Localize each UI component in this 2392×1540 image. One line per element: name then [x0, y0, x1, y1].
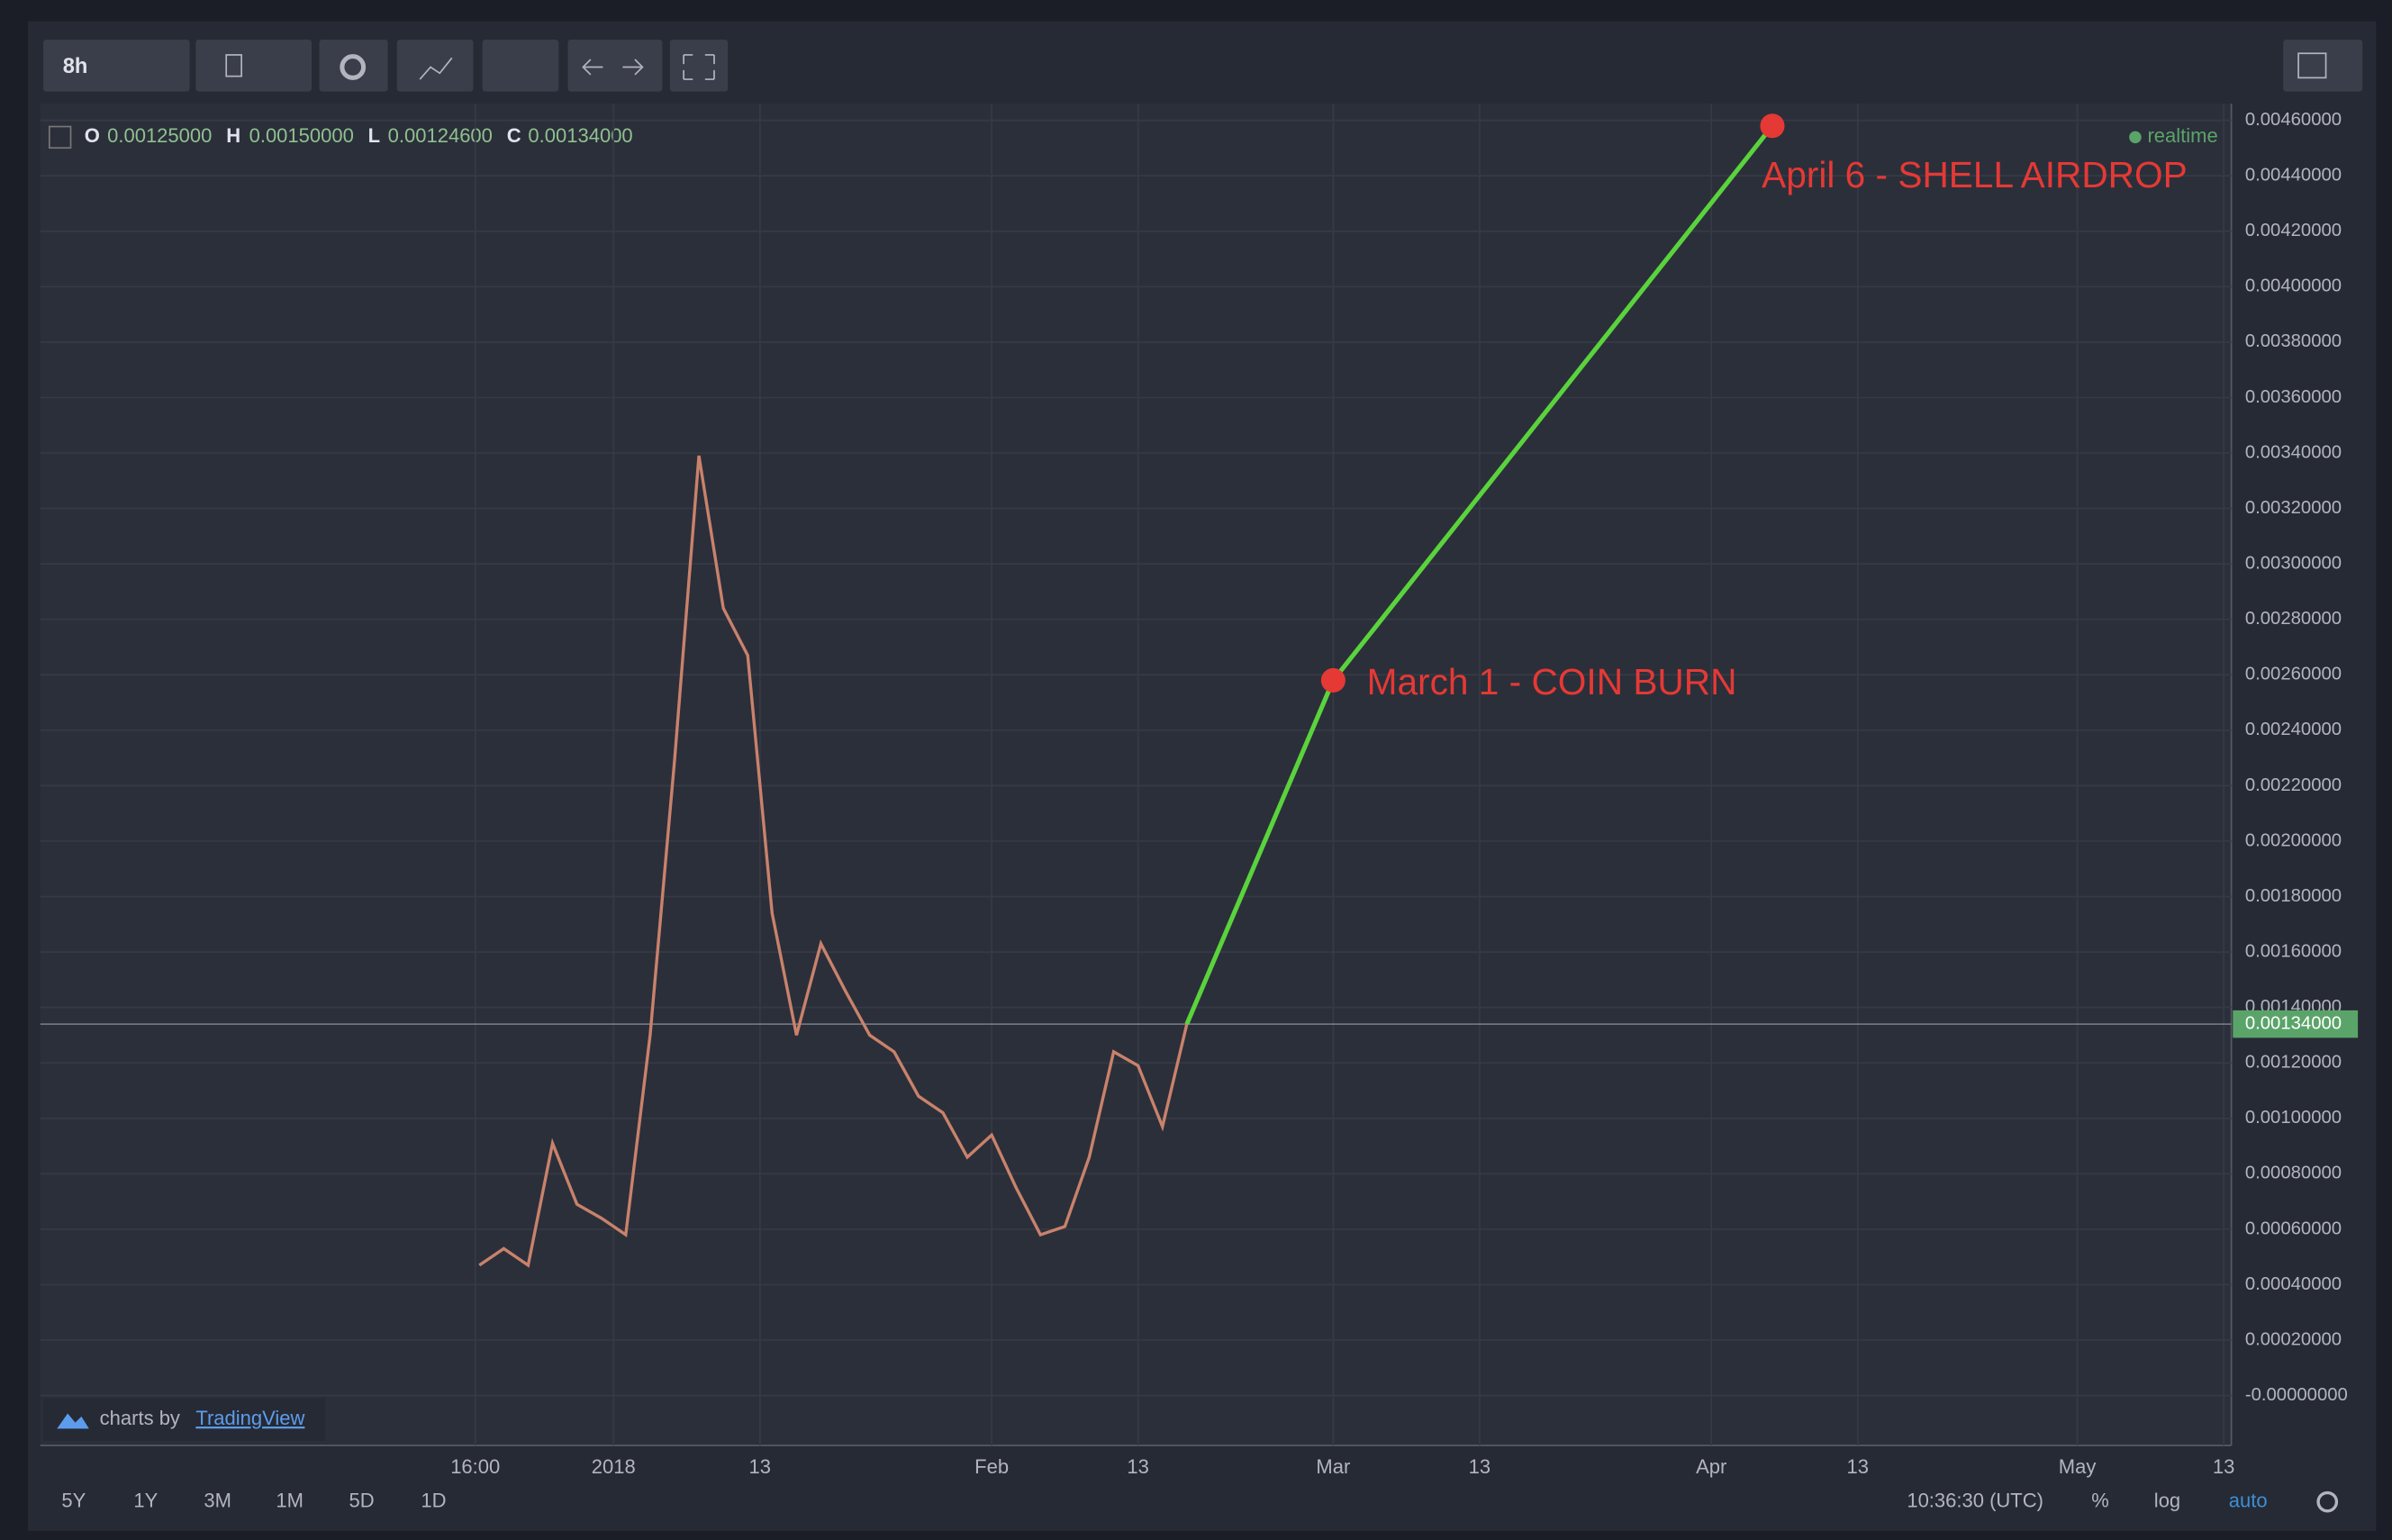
range-button[interactable]: 1D: [421, 1489, 446, 1511]
branding-logo: [57, 1413, 89, 1429]
ohlc-value: 0.00134000: [528, 124, 632, 147]
ohlc-key: O: [85, 124, 100, 147]
y-tick-label: -0.00000000: [2245, 1385, 2348, 1405]
y-tick-label: 0.00160000: [2245, 941, 2342, 961]
branding-link[interactable]: TradingView: [195, 1407, 304, 1429]
y-tick-label: 0.00220000: [2245, 775, 2342, 795]
indicators-icon: [419, 57, 453, 80]
y-tick-label: 0.00020000: [2245, 1329, 2342, 1349]
last-price-label: 0.00134000: [2245, 1013, 2342, 1033]
ohlc-key: L: [368, 124, 380, 147]
x-tick-label: Mar: [1316, 1455, 1350, 1478]
branding-box[interactable]: [43, 1398, 326, 1441]
x-tick-label: Apr: [1696, 1455, 1726, 1478]
range-button[interactable]: 3M: [204, 1489, 231, 1511]
y-tick-label: 0.00460000: [2245, 110, 2342, 130]
ohlc-value: 0.00125000: [107, 124, 212, 147]
y-tick-label: 0.00340000: [2245, 442, 2342, 462]
x-tick-label: 13: [2213, 1455, 2234, 1478]
gear-icon: [340, 54, 367, 80]
annotation: March 1 - COIN BURN: [1367, 661, 1737, 702]
candle-icon: [225, 54, 242, 77]
layout-icon: [2297, 52, 2327, 79]
log-toggle[interactable]: log: [2154, 1489, 2180, 1511]
x-tick-label: Feb: [974, 1455, 1009, 1478]
settings-button[interactable]: [319, 40, 388, 92]
y-tick-label: 0.00320000: [2245, 498, 2342, 518]
y-tick-label: 0.00360000: [2245, 387, 2342, 407]
clock: 10:36:30 (UTC): [1907, 1489, 2043, 1511]
realtime-status: realtime: [2147, 124, 2217, 147]
undo-redo-button[interactable]: [567, 40, 663, 92]
layout-button[interactable]: [2283, 40, 2363, 92]
x-tick-label: 2018: [592, 1455, 636, 1478]
y-tick-label: 0.00100000: [2245, 1108, 2342, 1128]
y-tick-label: 0.00260000: [2245, 665, 2342, 684]
y-tick-label: 0.00120000: [2245, 1053, 2342, 1073]
chart-type-button[interactable]: [195, 40, 313, 92]
indicators-button[interactable]: [396, 40, 474, 92]
interval-button[interactable]: [43, 40, 190, 92]
x-tick-label: 13: [1127, 1455, 1148, 1478]
range-button[interactable]: 5Y: [61, 1489, 86, 1511]
y-tick-label: 0.00420000: [2245, 221, 2342, 240]
x-tick-label: May: [2059, 1455, 2097, 1478]
range-button[interactable]: 1Y: [133, 1489, 158, 1511]
last-price-box: [2233, 1010, 2359, 1038]
undo-redo-icon: [582, 59, 644, 76]
y-tick-label: 0.00440000: [2245, 166, 2342, 186]
y-tick-label: 0.00300000: [2245, 553, 2342, 573]
auto-toggle[interactable]: auto: [2229, 1489, 2268, 1511]
x-tick-label: 16:00: [450, 1455, 500, 1478]
ohlc-value: 0.00150000: [249, 124, 354, 147]
projection-point: [1320, 667, 1346, 693]
y-tick-label: 0.00060000: [2245, 1218, 2342, 1238]
ohlc-value: 0.00124600: [388, 124, 493, 147]
footer-settings[interactable]: [2316, 1490, 2339, 1513]
y-tick-label: 0.00180000: [2245, 886, 2342, 906]
collapse-icon[interactable]: [48, 125, 72, 149]
x-tick-label: 13: [749, 1455, 771, 1478]
ohlc-key: H: [226, 124, 240, 147]
x-tick-label: 13: [1469, 1455, 1490, 1478]
y-tick-label: 0.00280000: [2245, 609, 2342, 629]
interval[interactable]: 8h: [63, 55, 88, 78]
y-tick-label: 0.00040000: [2245, 1274, 2342, 1294]
y-tick-label: 0.00240000: [2245, 720, 2342, 739]
range-button[interactable]: 1M: [276, 1489, 304, 1511]
y-tick-label: 0.00380000: [2245, 331, 2342, 351]
toolbar: 8h: [43, 40, 2363, 92]
fullscreen-button[interactable]: [669, 40, 729, 92]
branding-prefix: charts by: [100, 1407, 180, 1429]
y-tick-label: 0.00200000: [2245, 830, 2342, 850]
fullscreen-icon: [683, 54, 715, 80]
projection-point: [1760, 113, 1785, 139]
percent-toggle[interactable]: %: [2091, 1489, 2109, 1511]
range-button[interactable]: 5D: [349, 1489, 374, 1511]
price-line: [478, 455, 1189, 1268]
realtime-dot: [2129, 131, 2142, 144]
annotation: April 6 - SHELL AIRDROP: [1762, 154, 2188, 195]
x-tick-label: 13: [1847, 1455, 1869, 1478]
ohlc-key: C: [507, 124, 521, 147]
y-tick-label: 0.00080000: [2245, 1164, 2342, 1183]
y-tick-label: 0.00400000: [2245, 276, 2342, 296]
plot-area: [40, 104, 2232, 1446]
compare-button[interactable]: [482, 40, 559, 92]
